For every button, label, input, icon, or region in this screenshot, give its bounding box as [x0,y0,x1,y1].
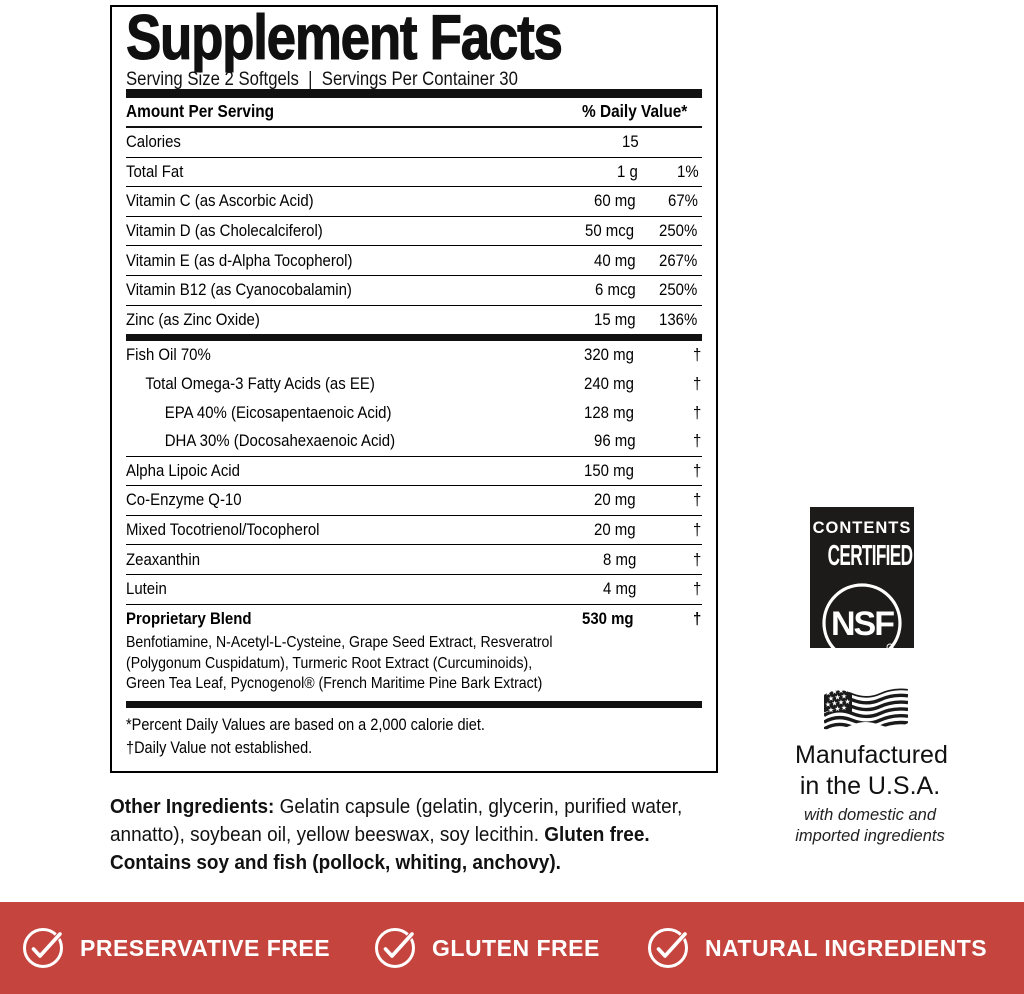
svg-text:NSF: NSF [831,605,894,643]
